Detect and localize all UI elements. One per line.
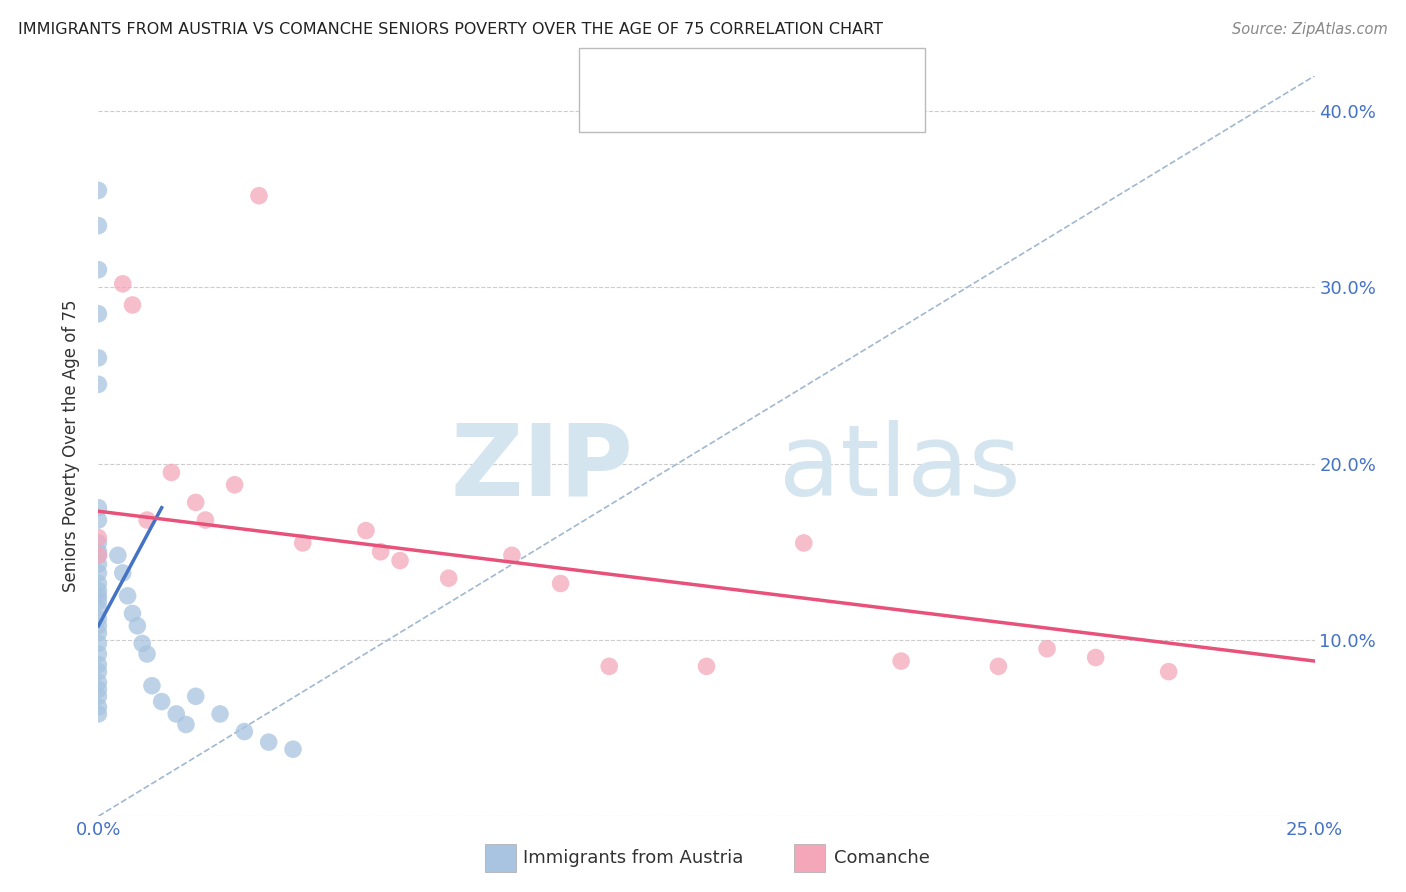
Point <box>354 524 377 538</box>
Point <box>87 636 110 650</box>
Point <box>87 594 110 608</box>
Text: N = 46: N = 46 <box>778 64 845 82</box>
Point <box>87 706 110 721</box>
Point <box>136 647 159 661</box>
Point <box>87 647 110 661</box>
Point <box>437 571 460 585</box>
Point <box>257 735 280 749</box>
Point <box>1036 641 1059 656</box>
Text: N = 25: N = 25 <box>778 98 845 116</box>
Point <box>389 553 412 567</box>
Point <box>291 536 314 550</box>
Point <box>209 706 232 721</box>
Y-axis label: Seniors Poverty Over the Age of 75: Seniors Poverty Over the Age of 75 <box>62 300 80 592</box>
Point <box>224 477 246 491</box>
Point <box>87 531 110 545</box>
Point <box>501 549 523 563</box>
Point <box>117 589 139 603</box>
Point <box>87 612 110 626</box>
Point <box>87 351 110 365</box>
Point <box>107 549 129 563</box>
Point <box>87 690 110 704</box>
Point <box>87 549 110 563</box>
Point <box>141 679 163 693</box>
Point <box>121 298 143 312</box>
Point <box>87 675 110 690</box>
Point <box>550 576 572 591</box>
Point <box>1157 665 1180 679</box>
Point <box>87 262 110 277</box>
Text: R =: R = <box>636 64 675 82</box>
Point <box>87 699 110 714</box>
Point <box>87 583 110 598</box>
Text: Immigrants from Austria: Immigrants from Austria <box>523 849 744 867</box>
FancyBboxPatch shape <box>485 844 516 872</box>
FancyBboxPatch shape <box>593 61 626 86</box>
Point <box>87 549 110 563</box>
Point <box>281 742 304 756</box>
Point <box>87 219 110 233</box>
Point <box>890 654 912 668</box>
Point <box>87 377 110 392</box>
Text: IMMIGRANTS FROM AUSTRIA VS COMANCHE SENIORS POVERTY OVER THE AGE OF 75 CORRELATI: IMMIGRANTS FROM AUSTRIA VS COMANCHE SENI… <box>18 22 883 37</box>
Point <box>127 619 149 633</box>
Point <box>121 607 143 621</box>
Text: Source: ZipAtlas.com: Source: ZipAtlas.com <box>1232 22 1388 37</box>
Point <box>111 566 134 580</box>
Point <box>598 659 620 673</box>
Point <box>247 188 270 202</box>
Text: Comanche: Comanche <box>834 849 929 867</box>
Point <box>87 545 110 559</box>
Point <box>136 513 159 527</box>
Point <box>165 706 187 721</box>
Point <box>233 724 256 739</box>
Point <box>111 277 134 291</box>
Text: atlas: atlas <box>779 420 1021 516</box>
Text: ZIP: ZIP <box>451 420 634 516</box>
Point <box>194 513 217 527</box>
Point <box>87 625 110 640</box>
Text: -0.239: -0.239 <box>678 98 742 116</box>
Point <box>184 690 207 704</box>
Point <box>987 659 1010 673</box>
FancyBboxPatch shape <box>593 95 626 120</box>
Point <box>696 659 718 673</box>
Point <box>87 619 110 633</box>
Point <box>87 576 110 591</box>
Point <box>184 495 207 509</box>
Point <box>87 682 110 697</box>
Point <box>87 665 110 679</box>
FancyBboxPatch shape <box>794 844 825 872</box>
Point <box>87 183 110 197</box>
Point <box>87 657 110 672</box>
Point <box>87 307 110 321</box>
Point <box>370 545 392 559</box>
Text: 0.188: 0.188 <box>688 64 751 82</box>
Point <box>793 536 815 550</box>
Point <box>87 589 110 603</box>
Text: R =: R = <box>636 98 675 116</box>
Point <box>87 500 110 515</box>
Point <box>87 601 110 615</box>
Point <box>150 695 173 709</box>
Point <box>131 636 153 650</box>
Point <box>87 513 110 527</box>
Point <box>160 466 183 480</box>
Point <box>1084 650 1107 665</box>
Point <box>87 557 110 571</box>
Point <box>87 536 110 550</box>
Point <box>87 566 110 580</box>
Point <box>174 717 197 731</box>
